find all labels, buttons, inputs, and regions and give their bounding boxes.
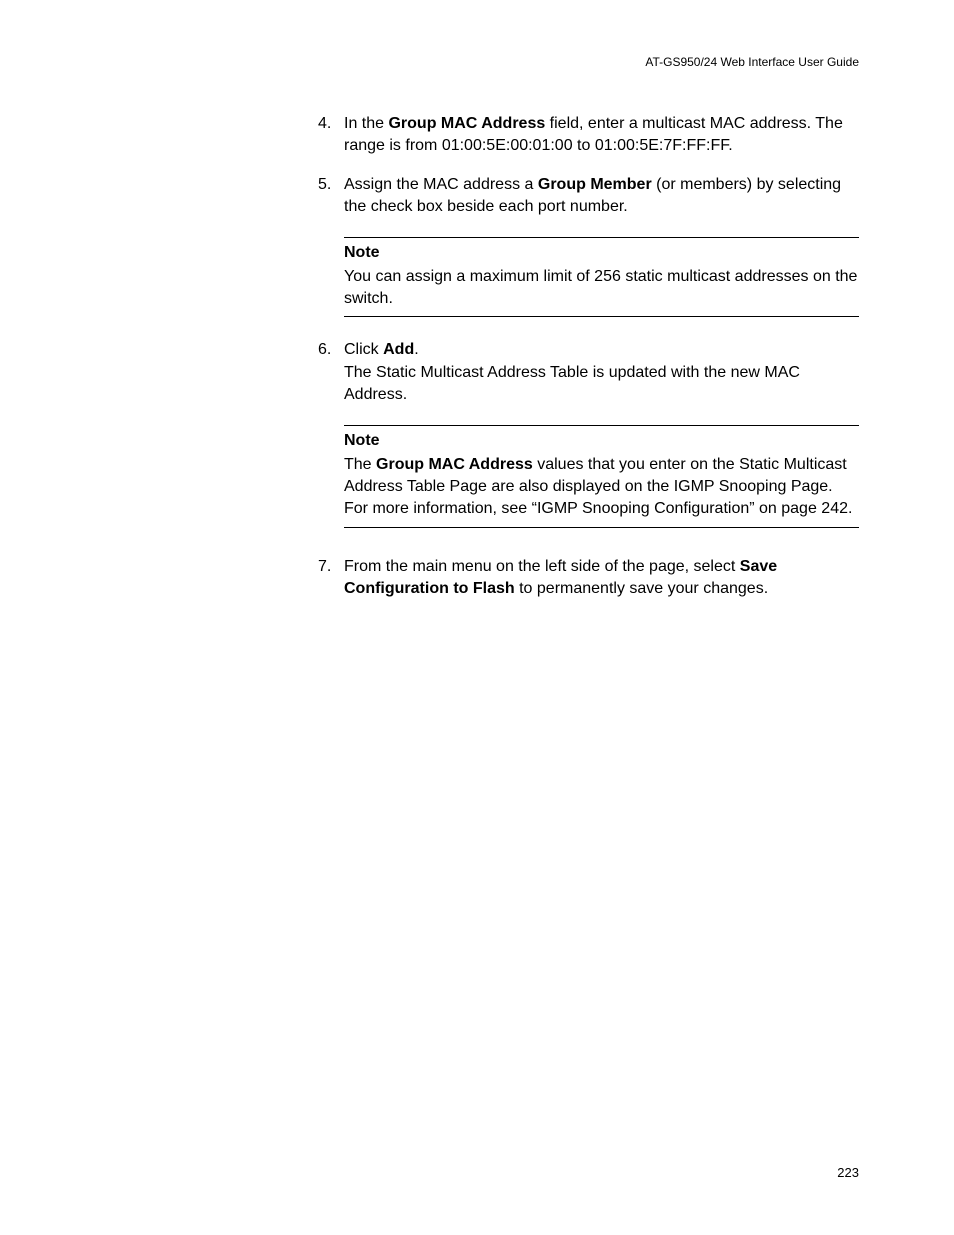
step-number: 4. — [318, 113, 344, 158]
page-header: AT-GS950/24 Web Interface User Guide — [645, 55, 859, 69]
note-block-2: Note The Group MAC Address values that y… — [344, 425, 859, 528]
text-segment: to permanently save your changes. — [515, 580, 768, 597]
bold-text: Group MAC Address — [376, 456, 533, 473]
step-number: 5. — [318, 174, 344, 219]
step-content: In the Group MAC Address field, enter a … — [344, 113, 859, 158]
step-number: 6. — [318, 339, 344, 406]
step-6: 6. Click Add. The Static Multicast Addre… — [318, 339, 859, 406]
note-title: Note — [344, 432, 859, 450]
text-segment: From the main menu on the left side of t… — [344, 558, 740, 575]
step-content: Assign the MAC address a Group Member (o… — [344, 174, 859, 219]
text-segment: Click — [344, 341, 383, 358]
text-segment: In the — [344, 115, 388, 132]
page-number-text: 223 — [837, 1165, 859, 1180]
note-text: The Group MAC Address values that you en… — [344, 454, 859, 521]
text-segment: The Static Multicast Address Table is up… — [344, 364, 800, 403]
step-content: From the main menu on the left side of t… — [344, 556, 859, 601]
step-4: 4. In the Group MAC Address field, enter… — [318, 113, 859, 158]
text-segment: The — [344, 456, 376, 473]
header-text: AT-GS950/24 Web Interface User Guide — [645, 55, 859, 69]
bold-text: Group Member — [538, 176, 652, 193]
page-number: 223 — [837, 1165, 859, 1180]
text-segment: Assign the MAC address a — [344, 176, 538, 193]
step-number: 7. — [318, 556, 344, 601]
text-segment: . — [414, 341, 418, 358]
note-title: Note — [344, 244, 859, 262]
note-text: You can assign a maximum limit of 256 st… — [344, 266, 859, 311]
step-7: 7. From the main menu on the left side o… — [318, 556, 859, 601]
bold-text: Group MAC Address — [388, 115, 545, 132]
step-content: Click Add. The Static Multicast Address … — [344, 339, 859, 406]
step-5: 5. Assign the MAC address a Group Member… — [318, 174, 859, 219]
note-block-1: Note You can assign a maximum limit of 2… — [344, 237, 859, 318]
bold-text: Add — [383, 341, 414, 358]
document-body: 4. In the Group MAC Address field, enter… — [318, 113, 859, 616]
